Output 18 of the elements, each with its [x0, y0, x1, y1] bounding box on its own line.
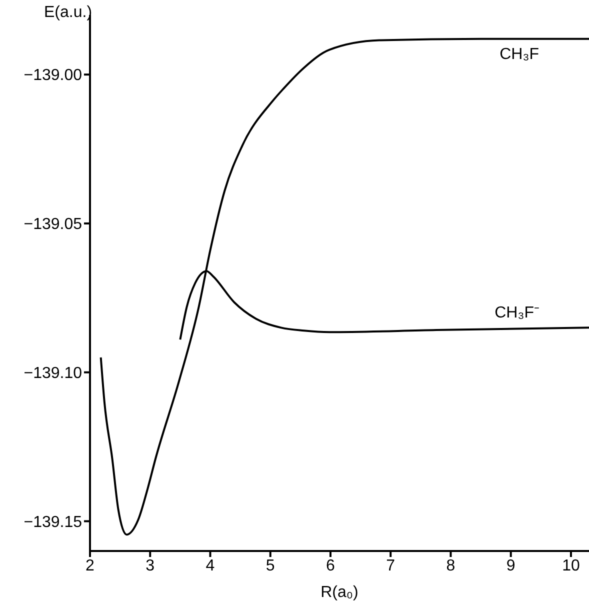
- x-tick-label: 7: [386, 557, 396, 574]
- x-tick-label: 6: [326, 557, 336, 574]
- y-tick-label: −139.10: [24, 365, 82, 382]
- y-tick-label: −139.00: [24, 67, 82, 84]
- x-tick-label: 9: [506, 557, 516, 574]
- y-axis-title: E(a.u.): [44, 4, 92, 22]
- x-tick-label: 4: [206, 557, 215, 574]
- x-tick-label: 8: [446, 557, 456, 574]
- y-tick-label: −139.15: [24, 514, 82, 531]
- x-tick-label: 2: [86, 557, 95, 574]
- x-tick-label: 3: [146, 557, 155, 574]
- x-tick-label: 10: [562, 557, 580, 574]
- y-tick-label: −139.05: [24, 216, 82, 234]
- series-label: CH₃F⁻: [494, 304, 539, 322]
- x-tick-label: 5: [266, 557, 275, 574]
- series-label: CH₃F: [500, 46, 540, 63]
- x-axis-title: R(a₀): [320, 584, 358, 601]
- line-series: [100, 38, 589, 536]
